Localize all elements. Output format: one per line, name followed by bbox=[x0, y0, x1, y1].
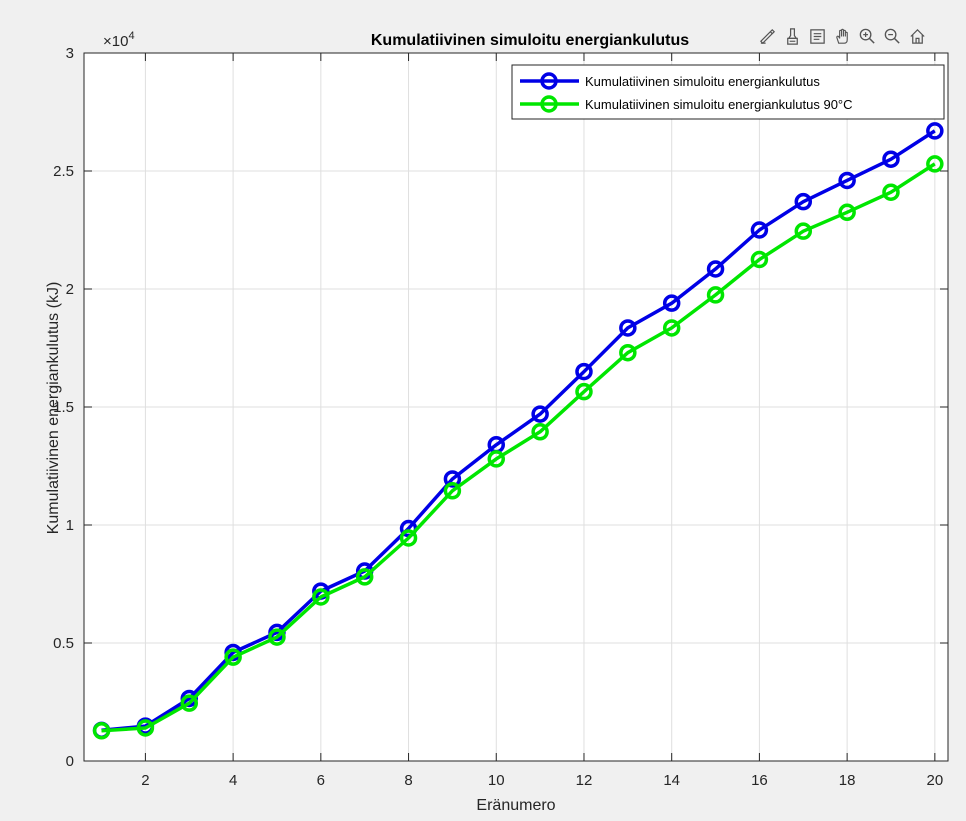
data-point[interactable] bbox=[706, 260, 725, 278]
x-tick-label: 2 bbox=[141, 772, 149, 789]
x-tick-label: 6 bbox=[317, 772, 325, 789]
data-point[interactable] bbox=[662, 294, 681, 312]
y-tick-label: 1.5 bbox=[53, 399, 74, 416]
data-point[interactable] bbox=[312, 588, 330, 606]
y-exponent-power: 4 bbox=[128, 30, 134, 42]
data-point[interactable] bbox=[619, 343, 637, 362]
data-point[interactable] bbox=[926, 122, 944, 140]
data-point[interactable] bbox=[750, 250, 769, 269]
y-axis-title: Kumulatiivinen energiankulutus (kJ) bbox=[45, 282, 62, 535]
legend[interactable]: Kumulatiivinen simuloitu energiankulutus… bbox=[511, 64, 945, 120]
y-tick-label: 0 bbox=[66, 753, 74, 770]
edit-icon[interactable] bbox=[757, 26, 778, 47]
x-tick-label: 8 bbox=[404, 772, 412, 789]
x-axis-title: Eränumero bbox=[476, 797, 555, 814]
x-tick-label: 12 bbox=[576, 772, 593, 789]
data-point[interactable] bbox=[575, 362, 593, 381]
x-tick-label: 20 bbox=[926, 772, 943, 789]
axes-toolbar bbox=[757, 26, 928, 48]
data-point[interactable] bbox=[92, 722, 111, 740]
data-point[interactable] bbox=[443, 482, 462, 500]
data-point[interactable] bbox=[794, 222, 813, 240]
zoom-out-icon[interactable] bbox=[882, 26, 903, 47]
data-point[interactable] bbox=[224, 648, 242, 666]
y-tick-label: 3 bbox=[66, 45, 74, 62]
data-point[interactable] bbox=[399, 529, 418, 547]
data-point[interactable] bbox=[575, 382, 593, 401]
tick-labels: 2 4 6 8 10 12 14 16 18 20 0 0.5 1 1.5 2 2.5 3 bbox=[53, 45, 943, 789]
x-tick-label: 10 bbox=[488, 772, 505, 789]
x-tick-label: 14 bbox=[663, 772, 680, 789]
axes bbox=[83, 52, 949, 762]
data-point[interactable] bbox=[180, 694, 199, 712]
legend-box bbox=[511, 64, 945, 120]
legend-label-series2: Kumulatiivinen simuloitu energiankulutus… bbox=[585, 97, 853, 112]
data-point[interactable] bbox=[619, 319, 637, 337]
data-point[interactable] bbox=[838, 171, 856, 190]
x-tick-label: 16 bbox=[751, 772, 768, 789]
y-tick-label: 2 bbox=[66, 281, 74, 298]
y-exponent-label: ×104 bbox=[103, 30, 135, 50]
data-point[interactable] bbox=[926, 155, 944, 173]
legend-marker-series1 bbox=[540, 72, 558, 90]
data-point[interactable] bbox=[443, 470, 462, 488]
data-point[interactable] bbox=[882, 183, 900, 201]
data-point[interactable] bbox=[136, 719, 155, 737]
data-point[interactable] bbox=[487, 450, 506, 468]
data-point[interactable] bbox=[882, 150, 900, 168]
data-point[interactable] bbox=[355, 568, 374, 586]
data-point[interactable] bbox=[794, 192, 813, 211]
pan-hand-icon[interactable] bbox=[832, 26, 853, 47]
y-tick-label: 1 bbox=[66, 517, 74, 534]
data-point[interactable] bbox=[268, 628, 286, 646]
y-tick-label: 0.5 bbox=[53, 635, 74, 652]
data-point[interactable] bbox=[838, 203, 856, 222]
series-2 bbox=[92, 155, 944, 740]
legend-marker-series2 bbox=[540, 95, 558, 113]
y-tick-label: 2.5 bbox=[53, 163, 74, 180]
grid-lines bbox=[84, 53, 948, 761]
x-tick-label: 18 bbox=[839, 772, 856, 789]
home-icon[interactable] bbox=[907, 26, 928, 47]
data-tips-icon[interactable] bbox=[807, 26, 828, 47]
data-point[interactable] bbox=[662, 319, 681, 337]
data-point[interactable] bbox=[531, 405, 549, 423]
chart-title: Kumulatiivinen simuloitu energiankulutus bbox=[371, 32, 689, 49]
data-point[interactable] bbox=[706, 286, 725, 304]
legend-label-series1: Kumulatiivinen simuloitu energiankulutus bbox=[585, 74, 820, 89]
x-tick-label: 4 bbox=[229, 772, 237, 789]
zoom-in-icon[interactable] bbox=[857, 26, 878, 47]
series-layer bbox=[92, 122, 944, 740]
brush-icon[interactable] bbox=[782, 26, 803, 47]
data-point[interactable] bbox=[750, 221, 769, 239]
data-point[interactable] bbox=[531, 423, 549, 441]
